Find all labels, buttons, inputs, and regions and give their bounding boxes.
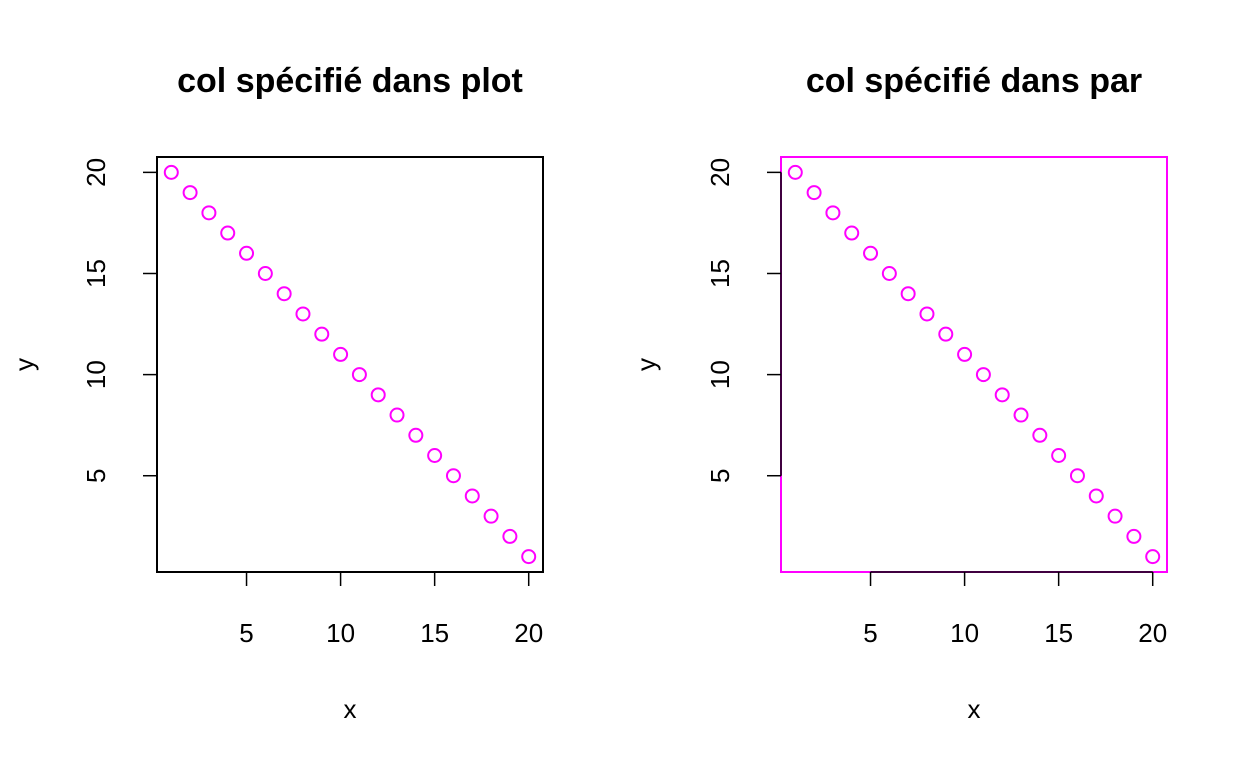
left-data-point	[351, 367, 367, 383]
left-data-point	[163, 164, 179, 180]
right-data-point	[806, 185, 822, 201]
left-data-point	[182, 185, 198, 201]
left-data-point	[333, 346, 349, 362]
right-x-tick-label: 5	[863, 618, 877, 648]
right-data-point	[900, 286, 916, 302]
right-data-point	[1107, 508, 1123, 524]
right-y-axis-label: y	[631, 358, 661, 371]
right-data-point	[975, 367, 991, 383]
right-x-tick-label: 15	[1044, 618, 1073, 648]
left-data-point	[276, 286, 292, 302]
right-data-point	[1051, 448, 1067, 464]
right-y-tick-label: 15	[705, 259, 735, 288]
right-data-point	[825, 205, 841, 221]
left-chart-title: col spécifié dans plot	[177, 62, 523, 100]
right-data-point	[787, 164, 803, 180]
left-y-tick-label: 20	[81, 158, 111, 187]
right-data-point	[938, 326, 954, 342]
panel-left: col spécifié dans plot 5 10 15 20 5 10 15 20 x y	[9, 62, 544, 724]
right-data-point	[1088, 488, 1104, 504]
left-x-tick-label: 15	[420, 618, 449, 648]
panel-right: col spécifié dans par 5 10 15 20 5 10 15 20 x y	[631, 62, 1168, 724]
left-x-axis-label: x	[344, 694, 357, 724]
left-x-tick-label: 5	[239, 618, 253, 648]
left-data-point	[427, 448, 443, 464]
left-x-tick-label: 20	[514, 618, 543, 648]
left-data-point	[201, 205, 217, 221]
right-data-point	[994, 387, 1010, 403]
left-plot-box	[156, 156, 544, 573]
right-data-point	[919, 306, 935, 322]
left-y-tick-label: 5	[81, 468, 111, 482]
left-y-tick-label: 10	[81, 360, 111, 389]
right-data-point	[863, 245, 879, 261]
left-y-tick-label: 15	[81, 259, 111, 288]
right-y-tick-label: 10	[705, 360, 735, 389]
right-plot-box	[780, 156, 1168, 573]
right-data-point	[1069, 468, 1085, 484]
left-data-point	[502, 528, 518, 544]
left-data-point	[370, 387, 386, 403]
right-y-tick-label: 20	[705, 158, 735, 187]
left-data-point	[314, 326, 330, 342]
right-data-point	[881, 265, 897, 281]
right-chart-title: col spécifié dans par	[806, 62, 1142, 100]
left-data-point	[389, 407, 405, 423]
left-data-point	[257, 265, 273, 281]
right-data-point	[1126, 528, 1142, 544]
right-data-point	[1032, 427, 1048, 443]
left-data-point	[239, 245, 255, 261]
right-y-tick-label: 5	[705, 468, 735, 482]
left-y-axis-label: y	[9, 358, 39, 371]
right-data-point	[1013, 407, 1029, 423]
right-x-tick-label: 10	[950, 618, 979, 648]
right-data-point	[1145, 549, 1161, 565]
right-x-tick-label: 20	[1138, 618, 1167, 648]
left-data-point	[220, 225, 236, 241]
left-data-point	[408, 427, 424, 443]
left-data-point	[464, 488, 480, 504]
left-data-point	[445, 468, 461, 484]
right-x-axis-label: x	[968, 694, 981, 724]
left-data-point	[483, 508, 499, 524]
left-data-point	[295, 306, 311, 322]
right-data-point	[957, 346, 973, 362]
right-data-point	[844, 225, 860, 241]
left-data-point	[521, 549, 537, 565]
left-x-tick-label: 10	[326, 618, 355, 648]
